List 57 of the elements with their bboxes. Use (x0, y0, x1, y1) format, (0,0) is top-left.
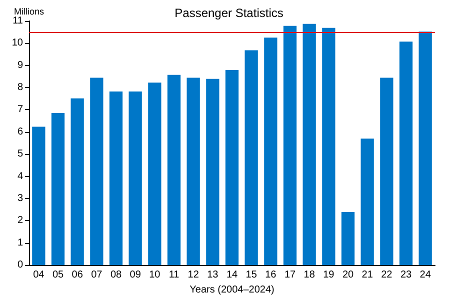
bar (109, 92, 123, 265)
y-tick-label: 6 (17, 126, 24, 138)
bar (360, 138, 374, 265)
x-tick-label: 11 (168, 270, 180, 280)
x-tick-label: 04 (33, 270, 45, 280)
y-tick-label: 11 (12, 16, 24, 26)
y-tick-label: 9 (17, 60, 24, 71)
y-tick-label: 7 (17, 104, 24, 116)
x-tick-label: 20 (342, 270, 354, 280)
bar (418, 32, 432, 265)
bar (322, 28, 336, 265)
y-tick-label: 1 (17, 237, 24, 248)
bar (51, 113, 65, 265)
x-tick-label: 14 (226, 270, 238, 280)
y-axis-title: Millions (14, 6, 44, 16)
bar (380, 78, 394, 265)
x-tick-label: 18 (304, 270, 316, 280)
y-tick-label: 0 (17, 260, 24, 270)
x-tick-label: 05 (52, 270, 64, 280)
bar (244, 50, 258, 265)
y-tick-label: 3 (17, 192, 24, 204)
bar (70, 98, 84, 265)
x-axis-title: Years (2004–2024) (190, 284, 274, 296)
x-tick-label: 21 (362, 270, 374, 280)
bar (186, 78, 200, 265)
x-tick-label: 07 (91, 270, 103, 280)
y-tick-label: 8 (17, 82, 24, 94)
bar (206, 78, 220, 265)
x-tick-label: 12 (188, 270, 200, 280)
x-tick-label: 10 (149, 270, 161, 280)
x-tick-label: 08 (110, 270, 122, 280)
bar (32, 126, 46, 265)
x-tick-label: 24 (420, 270, 432, 280)
y-tick-label: 5 (17, 148, 24, 160)
y-tick-label: 10 (12, 38, 24, 49)
x-tick-label: 16 (265, 270, 277, 280)
x-tick-label: 09 (130, 270, 142, 280)
bar (302, 24, 316, 265)
x-tick-label: 13 (207, 270, 219, 280)
bar (90, 78, 104, 265)
x-tick-label: 19 (323, 270, 335, 280)
x-tick-label: 15 (246, 270, 258, 280)
x-tick-label: 06 (72, 270, 84, 280)
bar (167, 74, 181, 265)
chart-title: Passenger Statistics (174, 6, 284, 20)
y-tick-label: 2 (17, 215, 24, 226)
x-tick-label: 23 (400, 270, 412, 280)
bar (264, 38, 278, 265)
bar (225, 70, 239, 265)
bar (399, 42, 413, 265)
bar (148, 82, 162, 265)
bar (283, 26, 297, 265)
bar (128, 92, 142, 265)
x-tick-label: 22 (381, 270, 393, 280)
x-tick-label: 17 (284, 270, 296, 280)
bar (341, 212, 355, 265)
y-tick-label: 4 (17, 170, 24, 182)
